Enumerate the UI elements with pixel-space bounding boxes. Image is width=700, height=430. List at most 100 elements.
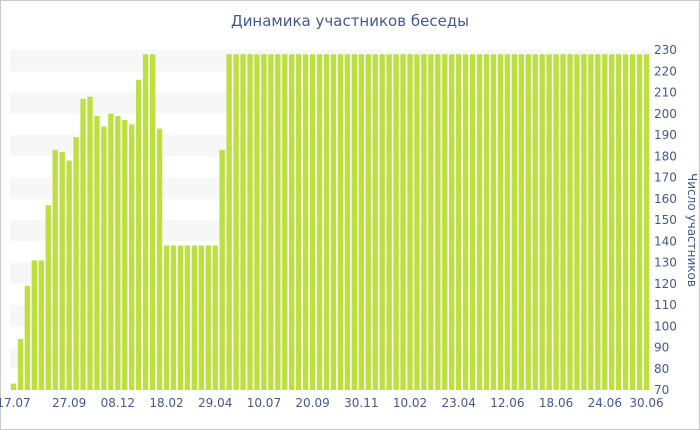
bar[interactable]: [94, 115, 100, 391]
bar[interactable]: [212, 245, 218, 391]
bar[interactable]: [17, 339, 24, 390]
bar[interactable]: [163, 245, 170, 391]
bar[interactable]: [553, 54, 559, 390]
bar[interactable]: [31, 260, 38, 391]
bar[interactable]: [226, 54, 232, 390]
bar[interactable]: [365, 54, 371, 390]
bar[interactable]: [149, 54, 156, 390]
bar[interactable]: [351, 54, 358, 390]
bar[interactable]: [456, 54, 462, 390]
y-tick-label: 200: [654, 107, 677, 121]
bar[interactable]: [511, 54, 518, 390]
bar[interactable]: [372, 54, 378, 390]
bar[interactable]: [101, 126, 107, 391]
bar[interactable]: [622, 54, 629, 390]
bar[interactable]: [87, 96, 93, 390]
bar[interactable]: [414, 54, 420, 390]
bar[interactable]: [588, 54, 594, 390]
bar[interactable]: [233, 54, 239, 390]
grid-band: [10, 92, 650, 114]
bar[interactable]: [525, 54, 531, 390]
bar[interactable]: [275, 54, 281, 390]
bar[interactable]: [435, 54, 441, 390]
bar[interactable]: [309, 54, 316, 390]
bar[interactable]: [191, 245, 198, 391]
bar[interactable]: [170, 245, 177, 391]
bar[interactable]: [358, 54, 364, 390]
grid-band: [10, 135, 650, 157]
bar[interactable]: [136, 79, 142, 390]
bar[interactable]: [205, 245, 211, 391]
bar[interactable]: [636, 54, 643, 390]
bar[interactable]: [428, 54, 434, 390]
bar[interactable]: [483, 54, 490, 390]
bar[interactable]: [156, 128, 163, 391]
bar[interactable]: [240, 54, 246, 390]
grid-band: [10, 347, 650, 369]
bar[interactable]: [609, 54, 615, 390]
bar[interactable]: [504, 54, 511, 390]
bar[interactable]: [323, 54, 330, 390]
bar[interactable]: [302, 54, 309, 390]
bar[interactable]: [122, 120, 128, 391]
grid-band: [10, 177, 650, 199]
bar[interactable]: [219, 149, 225, 390]
bar[interactable]: [386, 54, 392, 390]
bar[interactable]: [129, 124, 135, 391]
bar[interactable]: [108, 113, 114, 390]
bar[interactable]: [268, 54, 274, 390]
bar[interactable]: [393, 54, 399, 390]
bar[interactable]: [296, 54, 302, 390]
bar[interactable]: [115, 115, 121, 391]
bar[interactable]: [421, 54, 427, 390]
bar[interactable]: [462, 54, 469, 390]
bar[interactable]: [289, 54, 295, 390]
bar[interactable]: [643, 54, 650, 390]
bar[interactable]: [198, 245, 204, 391]
bar[interactable]: [616, 54, 622, 390]
bar[interactable]: [66, 160, 72, 391]
bar[interactable]: [449, 54, 455, 390]
bar[interactable]: [344, 54, 351, 390]
bar[interactable]: [476, 54, 483, 390]
bar[interactable]: [400, 54, 406, 390]
bar[interactable]: [10, 383, 17, 391]
bar[interactable]: [73, 137, 79, 391]
bar[interactable]: [59, 152, 65, 390]
bar[interactable]: [184, 245, 191, 391]
bar[interactable]: [52, 149, 58, 390]
x-tick-label: 27.09: [52, 396, 86, 410]
bar[interactable]: [282, 54, 288, 390]
bar[interactable]: [38, 260, 44, 391]
bar[interactable]: [532, 54, 538, 390]
bar[interactable]: [629, 54, 636, 390]
bar[interactable]: [469, 54, 476, 390]
bar[interactable]: [177, 245, 184, 391]
bar[interactable]: [316, 54, 323, 390]
bar[interactable]: [602, 54, 608, 390]
bar[interactable]: [45, 205, 51, 390]
bar[interactable]: [539, 54, 545, 390]
bar[interactable]: [518, 54, 524, 390]
bar[interactable]: [379, 54, 385, 390]
bar[interactable]: [442, 54, 448, 390]
bar[interactable]: [497, 54, 504, 390]
bar[interactable]: [142, 54, 149, 390]
bar[interactable]: [261, 54, 267, 390]
bar[interactable]: [581, 54, 587, 390]
bar[interactable]: [24, 285, 31, 391]
bar[interactable]: [490, 54, 497, 390]
bar[interactable]: [560, 54, 566, 390]
y-axis-label: Число участников: [685, 173, 699, 287]
bar[interactable]: [330, 54, 337, 390]
bar[interactable]: [574, 54, 580, 390]
bar[interactable]: [254, 54, 260, 390]
bar[interactable]: [337, 54, 344, 390]
bar[interactable]: [546, 54, 552, 390]
bar[interactable]: [567, 54, 573, 390]
bar[interactable]: [595, 54, 601, 390]
bar[interactable]: [80, 98, 86, 391]
bar[interactable]: [247, 54, 253, 390]
bar[interactable]: [407, 54, 413, 390]
bar-series: [10, 54, 650, 391]
